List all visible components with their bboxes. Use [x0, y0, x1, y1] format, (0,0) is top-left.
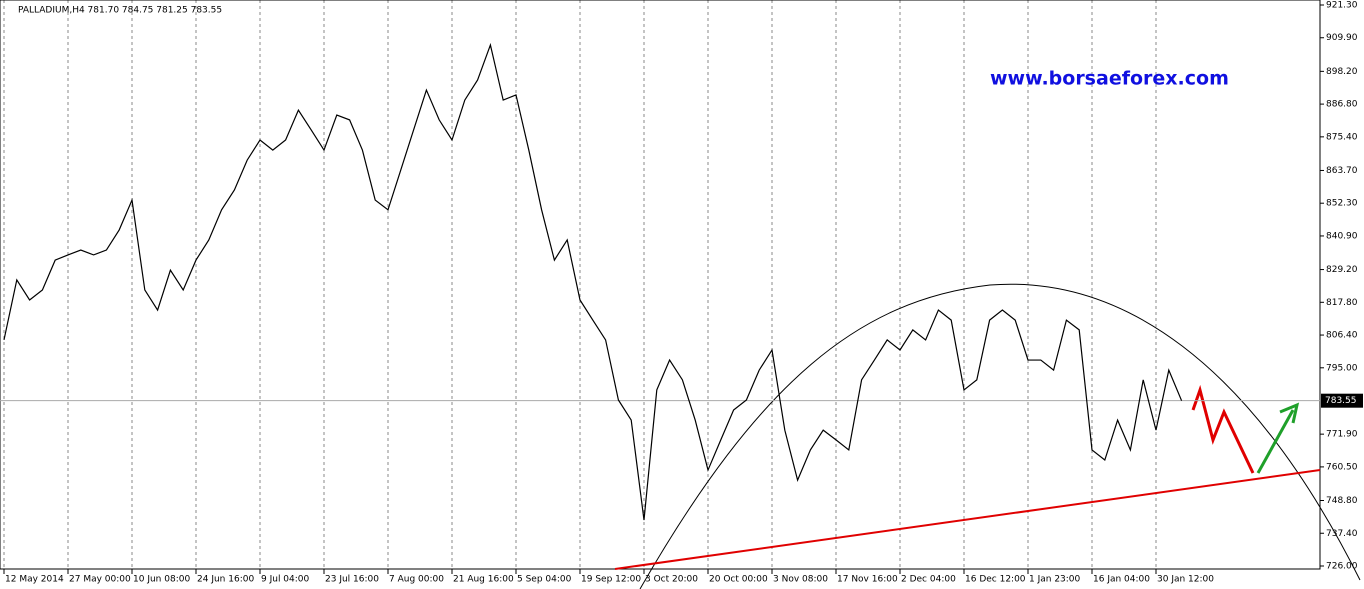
- y-tick-label: 771.90: [1326, 430, 1358, 440]
- x-tick-label: 3 Oct 20:00: [645, 575, 698, 585]
- last-price-label: 783.55: [1325, 396, 1357, 406]
- x-tick-label: 16 Jan 04:00: [1093, 575, 1150, 585]
- arc-drawing: [639, 283, 1361, 589]
- watermark: www.borsaeforex.com: [990, 68, 1229, 90]
- y-tick-label: 726.00: [1326, 562, 1358, 572]
- y-tick-label: 829.20: [1326, 265, 1358, 275]
- x-tick-label: 5 Sep 04:00: [517, 575, 572, 585]
- x-tick-label: 21 Aug 16:00: [453, 575, 514, 585]
- x-tick-label: 12 May 2014: [5, 575, 64, 585]
- y-tick-label: 737.40: [1326, 529, 1358, 539]
- y-tick-label: 852.30: [1326, 199, 1358, 209]
- x-tick-label: 24 Jun 16:00: [197, 575, 254, 585]
- y-tick-label: 886.80: [1326, 100, 1358, 110]
- x-tick-label: 16 Dec 12:00: [965, 575, 1026, 585]
- y-tick-label: 817.80: [1326, 298, 1358, 308]
- projection-arrowhead: [1279, 402, 1300, 424]
- y-tick-label: 875.40: [1326, 132, 1358, 142]
- plot-frame: [0, 0, 1321, 570]
- y-tick-label: 748.80: [1326, 496, 1358, 506]
- projection-down: [1191, 384, 1255, 474]
- last-price-box: [1321, 393, 1363, 408]
- y-tick-label: 909.90: [1326, 33, 1358, 43]
- y-tick-label: 760.50: [1326, 462, 1358, 472]
- y-tick-label: 921.30: [1326, 1, 1358, 11]
- y-tick-label: 795.00: [1326, 363, 1358, 373]
- price-line: [3, 42, 1183, 521]
- x-tick-label: 7 Aug 00:00: [389, 575, 444, 585]
- x-tick-label: 19 Sep 12:00: [581, 575, 641, 585]
- x-tick-label: 23 Jul 16:00: [325, 575, 379, 585]
- y-tick-label: 863.70: [1326, 166, 1358, 176]
- x-tick-label: 10 Jun 08:00: [133, 575, 190, 585]
- x-tick-label: 30 Jan 12:00: [1157, 575, 1214, 585]
- y-tick-label: 840.90: [1326, 231, 1358, 241]
- y-tick-label: 898.20: [1326, 67, 1358, 77]
- x-tick-label: 17 Nov 16:00: [837, 575, 898, 585]
- x-tick-label: 27 May 00:00: [69, 575, 131, 585]
- chart-title: PALLADIUM,H4 781.70 784.75 781.25 783.55: [18, 6, 222, 16]
- x-tick-label: 3 Nov 08:00: [773, 575, 828, 585]
- y-tick-label: 806.40: [1326, 331, 1358, 341]
- x-tick-label: 20 Oct 00:00: [709, 575, 768, 585]
- x-tick-label: 1 Jan 23:00: [1029, 575, 1081, 585]
- x-tick-label: 9 Jul 04:00: [261, 575, 310, 585]
- x-tick-label: 2 Dec 04:00: [901, 575, 956, 585]
- trend-line: [614, 469, 1321, 570]
- projection-up: [1256, 409, 1295, 474]
